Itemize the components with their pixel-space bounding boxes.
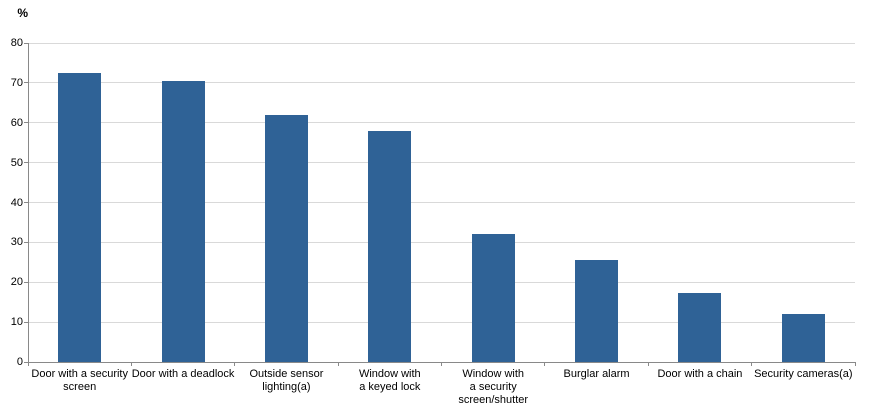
- x-axis-tick: [751, 362, 753, 366]
- bar: [161, 80, 205, 362]
- y-gridline: [28, 281, 855, 283]
- x-category-label: Door with a security screen: [31, 368, 128, 393]
- y-tick-label: 40: [10, 196, 23, 209]
- x-axis-tick: [854, 362, 856, 366]
- y-axis-tick: [24, 281, 28, 283]
- y-gridline: [28, 122, 855, 124]
- y-axis-tick: [24, 321, 28, 323]
- x-axis-tick: [234, 362, 236, 366]
- bar: [264, 114, 308, 362]
- bar: [575, 260, 619, 362]
- bar: [781, 314, 825, 362]
- x-axis-tick: [130, 362, 132, 366]
- y-axis-tick: [24, 162, 28, 164]
- y-axis-tick: [24, 241, 28, 243]
- x-category-label: Door with a chain: [657, 368, 743, 380]
- x-category-label: Burglar alarm: [563, 368, 630, 380]
- y-axis-tick: [24, 202, 28, 203]
- y-gridline: [28, 82, 855, 84]
- y-axis-tick: [24, 82, 28, 84]
- y-axis-tick: [24, 42, 28, 44]
- y-tick-label: 70: [10, 76, 23, 89]
- x-axis-tick: [441, 362, 442, 366]
- y-gridline: [28, 241, 855, 243]
- y-axis-tick: [24, 361, 28, 363]
- bar: [678, 293, 722, 362]
- y-tick-label: 30: [10, 236, 23, 249]
- y-tick-label: 0: [16, 356, 23, 368]
- x-axis-tick: [544, 362, 546, 366]
- y-gridline: [28, 321, 855, 323]
- y-tick-label: 50: [10, 156, 23, 169]
- y-axis-line: [27, 43, 29, 362]
- y-tick-label: 20: [10, 276, 23, 289]
- x-axis-tick: [27, 362, 29, 366]
- y-axis-tick: [24, 122, 28, 124]
- x-axis-tick: [337, 362, 339, 366]
- x-category-label: Outside sensor lighting(a): [249, 368, 324, 393]
- x-category-label: Security cameras(a): [754, 368, 853, 380]
- y-gridline: [28, 202, 855, 203]
- y-tick-label: 80: [10, 37, 23, 49]
- bar: [471, 233, 515, 362]
- y-gridline: [28, 162, 855, 164]
- y-tick-label: 60: [10, 116, 23, 129]
- x-category-label: Window with a keyed lock: [358, 368, 421, 393]
- x-category-label: Window with a security screen/shutter: [458, 368, 529, 406]
- x-category-label: Door with a deadlock: [131, 368, 235, 380]
- y-tick-label: 10: [10, 316, 23, 329]
- bar: [58, 72, 102, 362]
- y-axis-title: %: [17, 6, 28, 20]
- y-gridline: [28, 42, 855, 44]
- x-axis-tick: [647, 362, 649, 366]
- bar: [368, 130, 412, 362]
